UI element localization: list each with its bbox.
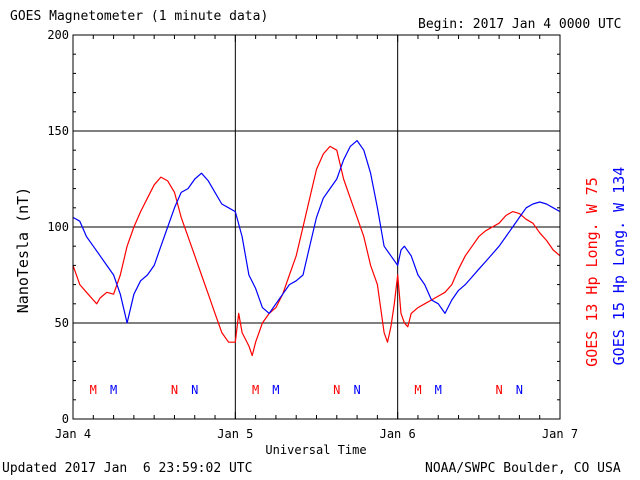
x-tick-label: Jan 5 [217, 427, 253, 441]
y-tick-label: 150 [47, 124, 69, 138]
y-tick-label: 0 [62, 412, 69, 426]
series-line-0 [72, 145, 561, 357]
marker-N: N [333, 383, 340, 397]
x-axis-label: Universal Time [265, 443, 366, 457]
x-tick-label: Jan 7 [542, 427, 578, 441]
y-tick-label: 200 [47, 28, 69, 42]
y-tick-label: 50 [55, 316, 69, 330]
legend-goes13: GOES 13 Hp Long. W 75 [583, 177, 601, 367]
updated-timestamp: Updated 2017 Jan 6 23:59:02 UTC [2, 461, 253, 476]
series-lines [72, 140, 561, 357]
marker-M: M [435, 383, 442, 397]
marker-N: N [191, 383, 198, 397]
marker-M: M [90, 383, 97, 397]
marker-N: N [171, 383, 178, 397]
marker-M: M [414, 383, 421, 397]
legend-goes15: GOES 15 Hp Long. W 134 [610, 167, 628, 366]
y-axis-label: NanoTesla (nT) [14, 187, 32, 313]
axis-labels: 0 50 100 150 200 Jan 4 Jan 5 Jan 6 Jan 7 [47, 28, 578, 441]
marker-N: N [353, 383, 360, 397]
grid-lines [73, 35, 560, 419]
marker-M: M [252, 383, 259, 397]
marker-N: N [516, 383, 523, 397]
marker-M: M [272, 383, 279, 397]
marker-N: N [496, 383, 503, 397]
begin-value: 2017 Jan 4 0000 UTC [472, 17, 622, 32]
chart-title: GOES Magnetometer (1 minute data) [10, 9, 269, 24]
begin-time: Begin: 2017 Jan 4 0000 UTC [418, 18, 622, 32]
day-night-markers: M N M N M NM N M N M N [90, 383, 523, 397]
y-tick-label: 100 [47, 220, 69, 234]
begin-label: Begin: [418, 17, 465, 32]
x-tick-label: Jan 4 [55, 427, 91, 441]
data-source: NOAA/SWPC Boulder, CO USA [425, 461, 621, 476]
series-line-1 [72, 140, 561, 324]
marker-M: M [110, 383, 117, 397]
x-tick-label: Jan 6 [380, 427, 416, 441]
